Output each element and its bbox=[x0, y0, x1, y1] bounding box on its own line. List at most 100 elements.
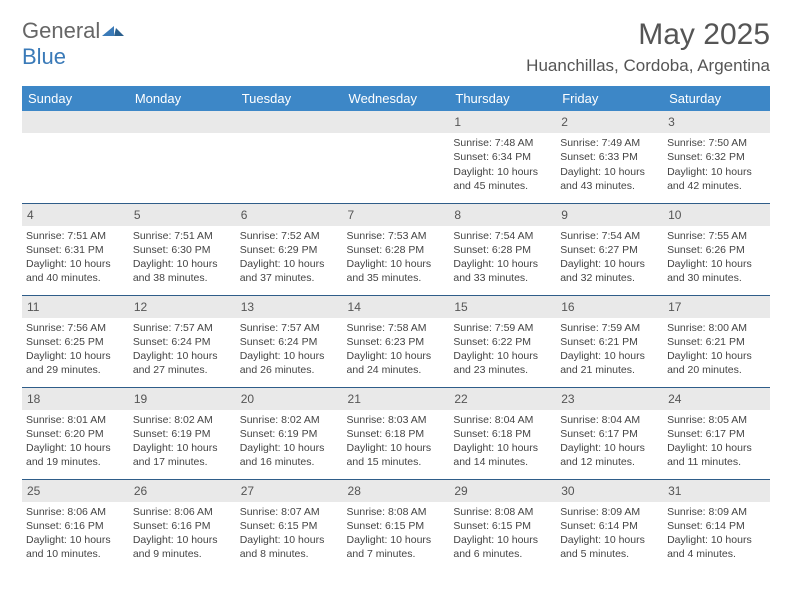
calendar-body: 1Sunrise: 7:48 AMSunset: 6:34 PMDaylight… bbox=[22, 111, 770, 571]
sunset-text: Sunset: 6:27 PM bbox=[560, 243, 659, 257]
day-details: Sunrise: 7:52 AMSunset: 6:29 PMDaylight:… bbox=[240, 229, 339, 286]
sunset-text: Sunset: 6:21 PM bbox=[560, 335, 659, 349]
daylight-text: Daylight: 10 hours and 15 minutes. bbox=[347, 441, 446, 469]
day-number: 22 bbox=[449, 388, 556, 410]
day-cell: 19Sunrise: 8:02 AMSunset: 6:19 PMDayligh… bbox=[129, 387, 236, 479]
week-row: 11Sunrise: 7:56 AMSunset: 6:25 PMDayligh… bbox=[22, 295, 770, 387]
daylight-text: Daylight: 10 hours and 4 minutes. bbox=[667, 533, 766, 561]
sunset-text: Sunset: 6:16 PM bbox=[133, 519, 232, 533]
col-friday: Friday bbox=[556, 86, 663, 111]
daylight-text: Daylight: 10 hours and 20 minutes. bbox=[667, 349, 766, 377]
day-cell: 7Sunrise: 7:53 AMSunset: 6:28 PMDaylight… bbox=[343, 203, 450, 295]
sunrise-text: Sunrise: 8:05 AM bbox=[667, 413, 766, 427]
sunset-text: Sunset: 6:32 PM bbox=[667, 150, 766, 164]
daylight-text: Daylight: 10 hours and 7 minutes. bbox=[347, 533, 446, 561]
day-number: 5 bbox=[129, 204, 236, 226]
sunrise-text: Sunrise: 8:00 AM bbox=[667, 321, 766, 335]
daylight-text: Daylight: 10 hours and 24 minutes. bbox=[347, 349, 446, 377]
day-details: Sunrise: 7:57 AMSunset: 6:24 PMDaylight:… bbox=[133, 321, 232, 378]
day-number bbox=[22, 111, 129, 133]
day-details: Sunrise: 8:09 AMSunset: 6:14 PMDaylight:… bbox=[667, 505, 766, 562]
day-number: 4 bbox=[22, 204, 129, 226]
sunrise-text: Sunrise: 8:08 AM bbox=[453, 505, 552, 519]
day-cell: 30 Sunrise: 8:09 AMSunset: 6:14 PMDayligh… bbox=[556, 479, 663, 571]
col-sunday: Sunday bbox=[22, 86, 129, 111]
day-cell: 12Sunrise: 7:57 AMSunset: 6:24 PMDayligh… bbox=[129, 295, 236, 387]
sunset-text: Sunset: 6:24 PM bbox=[133, 335, 232, 349]
day-details: Sunrise: 8:09 AMSunset: 6:14 PMDaylight:… bbox=[560, 505, 659, 562]
day-cell: 25Sunrise: 8:06 AMSunset: 6:16 PMDayligh… bbox=[22, 479, 129, 571]
day-number: 24 bbox=[663, 388, 770, 410]
daylight-text: Daylight: 10 hours and 17 minutes. bbox=[133, 441, 232, 469]
day-cell: 8Sunrise: 7:54 AMSunset: 6:28 PMDaylight… bbox=[449, 203, 556, 295]
day-cell: 31 Sunrise: 8:09 AMSunset: 6:14 PMDayligh… bbox=[663, 479, 770, 571]
daylight-text: Daylight: 10 hours and 21 minutes. bbox=[560, 349, 659, 377]
day-number: 2 bbox=[556, 111, 663, 133]
sunrise-text: Sunrise: 8:07 AM bbox=[240, 505, 339, 519]
day-details: Sunrise: 7:53 AMSunset: 6:28 PMDaylight:… bbox=[347, 229, 446, 286]
day-number: 29 bbox=[449, 480, 556, 502]
day-cell: 24Sunrise: 8:05 AMSunset: 6:17 PMDayligh… bbox=[663, 387, 770, 479]
logo-text-a: General bbox=[22, 18, 100, 43]
daylight-text: Daylight: 10 hours and 26 minutes. bbox=[240, 349, 339, 377]
sunset-text: Sunset: 6:18 PM bbox=[453, 427, 552, 441]
sunrise-text: Sunrise: 7:59 AM bbox=[453, 321, 552, 335]
daylight-text: Daylight: 10 hours and 12 minutes. bbox=[560, 441, 659, 469]
sunrise-text: Sunrise: 7:50 AM bbox=[667, 136, 766, 150]
daylight-text: Daylight: 10 hours and 16 minutes. bbox=[240, 441, 339, 469]
sunset-text: Sunset: 6:18 PM bbox=[347, 427, 446, 441]
sunrise-text: Sunrise: 8:08 AM bbox=[347, 505, 446, 519]
day-cell: 4 Sunrise: 7:51 AMSunset: 6:31 PMDaylight… bbox=[22, 203, 129, 295]
daylight-text: Daylight: 10 hours and 42 minutes. bbox=[667, 165, 766, 193]
sunrise-text: Sunrise: 7:51 AM bbox=[26, 229, 125, 243]
sunset-text: Sunset: 6:29 PM bbox=[240, 243, 339, 257]
logo: GeneralBlue bbox=[22, 18, 124, 70]
day-number: 9 bbox=[556, 204, 663, 226]
sunrise-text: Sunrise: 7:48 AM bbox=[453, 136, 552, 150]
week-row: 25Sunrise: 8:06 AMSunset: 6:16 PMDayligh… bbox=[22, 479, 770, 571]
day-cell bbox=[343, 111, 450, 203]
sunset-text: Sunset: 6:23 PM bbox=[347, 335, 446, 349]
day-number: 16 bbox=[556, 296, 663, 318]
weekday-header-row: Sunday Monday Tuesday Wednesday Thursday… bbox=[22, 86, 770, 111]
day-details: Sunrise: 8:03 AMSunset: 6:18 PMDaylight:… bbox=[347, 413, 446, 470]
daylight-text: Daylight: 10 hours and 8 minutes. bbox=[240, 533, 339, 561]
day-details: Sunrise: 8:02 AMSunset: 6:19 PMDaylight:… bbox=[133, 413, 232, 470]
sunrise-text: Sunrise: 7:57 AM bbox=[240, 321, 339, 335]
sunrise-text: Sunrise: 7:58 AM bbox=[347, 321, 446, 335]
logo-text: GeneralBlue bbox=[22, 18, 124, 70]
day-number: 6 bbox=[236, 204, 343, 226]
day-cell: 16 Sunrise: 7:59 AMSunset: 6:21 PMDayligh… bbox=[556, 295, 663, 387]
day-cell: 27Sunrise: 8:07 AMSunset: 6:15 PMDayligh… bbox=[236, 479, 343, 571]
sunrise-text: Sunrise: 8:04 AM bbox=[453, 413, 552, 427]
day-number: 20 bbox=[236, 388, 343, 410]
day-details: Sunrise: 8:04 AMSunset: 6:17 PMDaylight:… bbox=[560, 413, 659, 470]
sunset-text: Sunset: 6:30 PM bbox=[133, 243, 232, 257]
day-cell: 13Sunrise: 7:57 AMSunset: 6:24 PMDayligh… bbox=[236, 295, 343, 387]
day-details: Sunrise: 7:56 AMSunset: 6:25 PMDaylight:… bbox=[26, 321, 125, 378]
day-details: Sunrise: 7:51 AMSunset: 6:30 PMDaylight:… bbox=[133, 229, 232, 286]
day-details: Sunrise: 7:55 AMSunset: 6:26 PMDaylight:… bbox=[667, 229, 766, 286]
day-number: 3 bbox=[663, 111, 770, 133]
day-details: Sunrise: 7:51 AMSunset: 6:31 PMDaylight:… bbox=[26, 229, 125, 286]
sunset-text: Sunset: 6:22 PM bbox=[453, 335, 552, 349]
daylight-text: Daylight: 10 hours and 35 minutes. bbox=[347, 257, 446, 285]
day-cell: 10Sunrise: 7:55 AMSunset: 6:26 PMDayligh… bbox=[663, 203, 770, 295]
day-details: Sunrise: 7:59 AMSunset: 6:22 PMDaylight:… bbox=[453, 321, 552, 378]
daylight-text: Daylight: 10 hours and 27 minutes. bbox=[133, 349, 232, 377]
sunset-text: Sunset: 6:28 PM bbox=[453, 243, 552, 257]
day-cell: 18Sunrise: 8:01 AMSunset: 6:20 PMDayligh… bbox=[22, 387, 129, 479]
day-number: 27 bbox=[236, 480, 343, 502]
day-number bbox=[343, 111, 450, 133]
day-number: 30 bbox=[556, 480, 663, 502]
day-details: Sunrise: 8:06 AMSunset: 6:16 PMDaylight:… bbox=[26, 505, 125, 562]
day-details: Sunrise: 7:59 AMSunset: 6:21 PMDaylight:… bbox=[560, 321, 659, 378]
sunset-text: Sunset: 6:15 PM bbox=[453, 519, 552, 533]
daylight-text: Daylight: 10 hours and 5 minutes. bbox=[560, 533, 659, 561]
day-number: 31 bbox=[663, 480, 770, 502]
sunset-text: Sunset: 6:26 PM bbox=[667, 243, 766, 257]
day-details: Sunrise: 7:49 AMSunset: 6:33 PMDaylight:… bbox=[560, 136, 659, 193]
daylight-text: Daylight: 10 hours and 11 minutes. bbox=[667, 441, 766, 469]
sunset-text: Sunset: 6:16 PM bbox=[26, 519, 125, 533]
day-number: 15 bbox=[449, 296, 556, 318]
